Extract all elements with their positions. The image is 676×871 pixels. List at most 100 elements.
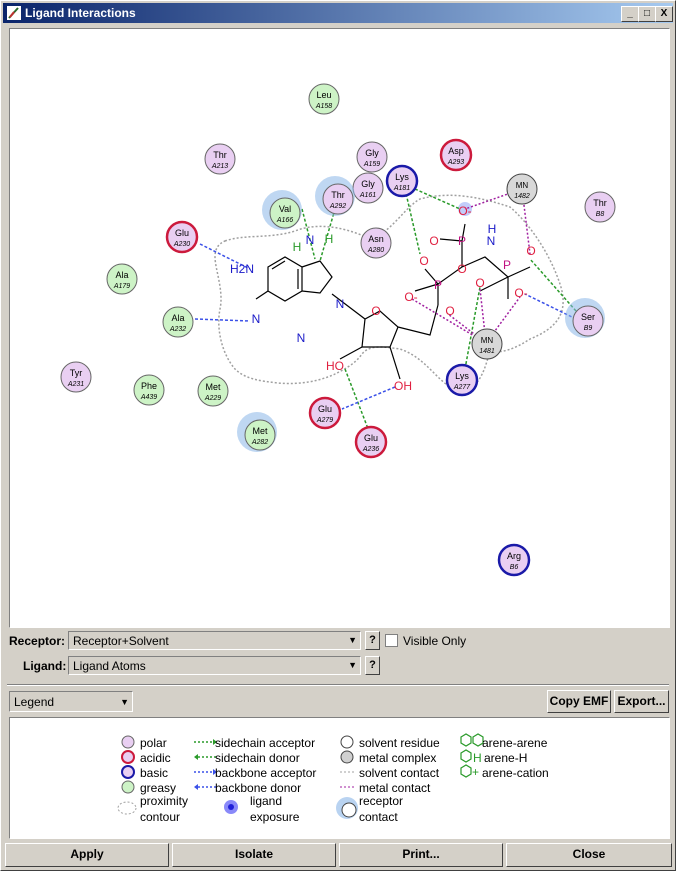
residue-asp-a293[interactable]: Asp A293 bbox=[439, 138, 473, 172]
residue-id: A293 bbox=[447, 159, 464, 166]
metal-complex-icon bbox=[340, 750, 354, 764]
residue-id: A229 bbox=[204, 395, 221, 402]
atom-label: O bbox=[457, 262, 466, 276]
legend-backbone-donor: backbone donor bbox=[215, 781, 302, 795]
phosphate-chain bbox=[414, 223, 531, 305]
residue-name: Ala bbox=[115, 270, 128, 280]
greasy-swatch-icon bbox=[121, 780, 135, 794]
residue-lys-a277[interactable]: Lys A277 bbox=[445, 363, 479, 397]
residue-disc bbox=[354, 425, 388, 459]
arene-cation-icon: + bbox=[460, 764, 479, 779]
apply-button[interactable]: Apply bbox=[5, 843, 169, 867]
legend-arene-h: arene-H bbox=[484, 751, 528, 765]
residue-id: B6 bbox=[510, 564, 519, 571]
residue-ala-a179[interactable]: Ala A179 bbox=[106, 263, 138, 295]
residue-gly-a159[interactable]: Gly A159 bbox=[356, 141, 388, 173]
legend-receptor: receptor bbox=[359, 794, 404, 808]
atom-label: O bbox=[371, 304, 380, 318]
residue-val-a166[interactable]: Val A166 bbox=[262, 190, 302, 230]
dropdown-arrow-icon: ▼ bbox=[348, 660, 357, 670]
residue-name: Glu bbox=[364, 433, 378, 443]
legend-select[interactable]: Legend ▼ bbox=[9, 691, 133, 712]
ligand-select[interactable]: Ligand Atoms ▼ bbox=[68, 656, 361, 675]
residue-ala-a232[interactable]: Ala A232 bbox=[162, 306, 194, 338]
close-button[interactable]: Close bbox=[506, 843, 672, 867]
legend-greasy: greasy bbox=[140, 781, 177, 795]
residue-arg-b6[interactable]: Arg B6 bbox=[497, 543, 531, 577]
legend-basic: basic bbox=[140, 766, 169, 780]
residue-name: Thr bbox=[593, 198, 607, 208]
residue-disc bbox=[106, 263, 138, 295]
atom-label: O bbox=[475, 276, 484, 290]
residue-id: A232 bbox=[169, 326, 186, 333]
atom-label: H bbox=[325, 232, 334, 246]
residue-disc bbox=[197, 375, 229, 407]
legend-ligand: ligand bbox=[250, 794, 283, 808]
residue-glu-a230[interactable]: Glu A230 bbox=[165, 220, 199, 254]
residue-met-a229[interactable]: Met A229 bbox=[197, 375, 229, 407]
residue-name: Met bbox=[252, 426, 268, 436]
basic-swatch-icon bbox=[121, 765, 135, 779]
residue-asn-a280[interactable]: Asn A280 bbox=[360, 227, 392, 259]
residue-name: Arg bbox=[507, 551, 521, 561]
residue-id: A280 bbox=[367, 247, 384, 254]
adenine-ring bbox=[255, 256, 333, 302]
atom-label: N bbox=[487, 234, 496, 248]
residue-mn-1482[interactable]: MN 1482 bbox=[506, 173, 538, 205]
visible-only-checkbox[interactable] bbox=[385, 634, 398, 647]
residue-disc bbox=[445, 363, 479, 397]
residue-id: A439 bbox=[140, 394, 157, 401]
residue-id: A161 bbox=[359, 192, 376, 199]
ligand-help-button[interactable]: ? bbox=[365, 656, 380, 675]
dropdown-arrow-icon: ▼ bbox=[120, 697, 129, 707]
residue-id: A282 bbox=[251, 439, 268, 446]
residue-id: A292 bbox=[329, 203, 346, 210]
residue-tyr-a231[interactable]: Tyr A231 bbox=[60, 361, 92, 393]
atom-label: O bbox=[419, 254, 428, 268]
residue-lys-a181[interactable]: Lys A181 bbox=[385, 164, 419, 198]
residue-glu-a279[interactable]: Glu A279 bbox=[308, 396, 342, 430]
receptor-value: Receptor+Solvent bbox=[73, 634, 169, 648]
close-window-button[interactable]: X bbox=[655, 6, 673, 22]
residue-glu-a236[interactable]: Glu A236 bbox=[354, 425, 388, 459]
atom-label: H2N bbox=[230, 262, 254, 276]
copy-emf-button[interactable]: Copy EMF bbox=[547, 690, 611, 713]
atom-label: P bbox=[503, 258, 511, 272]
residue-phe-a439[interactable]: Phe A439 bbox=[133, 374, 165, 406]
svg-text:H: H bbox=[473, 751, 482, 765]
residue-gly-a161[interactable]: Gly A161 bbox=[352, 172, 384, 204]
print-button[interactable]: Print... bbox=[339, 843, 503, 867]
residue-disc bbox=[165, 220, 199, 254]
legend-sidechain-donor: sidechain donor bbox=[215, 751, 300, 765]
legend-arene-cation: arene-cation bbox=[482, 766, 549, 780]
legend-arene-arene: arene-arene bbox=[482, 736, 548, 750]
interaction-diagram-canvas[interactable]: H2N N N N N H H O HO OH O P O- O O P O- … bbox=[9, 28, 670, 628]
residue-disc bbox=[360, 227, 392, 259]
residue-mn-1481[interactable]: MN 1481 bbox=[471, 328, 503, 360]
receptor-select[interactable]: Receptor+Solvent ▼ bbox=[68, 631, 361, 650]
residue-ser-b9[interactable]: Ser B9 bbox=[565, 298, 605, 338]
receptor-help-button[interactable]: ? bbox=[365, 631, 380, 650]
residue-met-a282[interactable]: Met A282 bbox=[237, 412, 277, 452]
residue-id: A279 bbox=[316, 417, 333, 424]
arene-h-icon: H bbox=[460, 749, 482, 765]
export-button[interactable]: Export... bbox=[614, 690, 669, 713]
maximize-button[interactable]: □ bbox=[638, 6, 656, 22]
residue-thr-a213[interactable]: Thr A213 bbox=[204, 143, 236, 175]
legend-solvent-contact: solvent contact bbox=[359, 766, 440, 780]
residue-name: Thr bbox=[213, 150, 227, 160]
residue-name: Thr bbox=[331, 190, 345, 200]
isolate-button[interactable]: Isolate bbox=[172, 843, 336, 867]
minimize-button[interactable]: _ bbox=[621, 6, 639, 22]
residue-thr-a292[interactable]: Thr A292 bbox=[315, 176, 355, 216]
proximity-contour-icon bbox=[117, 801, 137, 815]
residue-name: MN bbox=[481, 336, 494, 345]
residue-id: A236 bbox=[362, 446, 379, 453]
legend-proximity: proximity bbox=[140, 794, 189, 808]
title-bar[interactable]: Ligand Interactions _ □ X bbox=[3, 3, 673, 23]
atom-label: O bbox=[445, 304, 454, 318]
residue-leu-a158[interactable]: Leu A158 bbox=[308, 83, 340, 115]
residue-thr-b8[interactable]: Thr B8 bbox=[584, 191, 616, 223]
residue-name: Tyr bbox=[70, 368, 83, 378]
residue-disc bbox=[308, 396, 342, 430]
